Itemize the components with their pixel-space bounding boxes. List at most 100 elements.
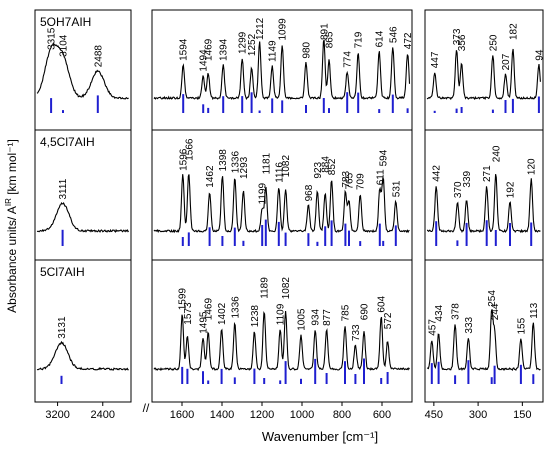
peak-label: 378 <box>451 303 462 320</box>
peak-label: 1109 <box>276 303 287 325</box>
calculated-band <box>186 368 189 384</box>
peak-label: 1181 <box>261 152 272 174</box>
calculated-band <box>430 363 433 384</box>
peak-label: 1599 <box>178 288 189 311</box>
peak-label: 1494 <box>199 49 210 72</box>
peak-label: 611 <box>375 169 386 185</box>
calculated-band <box>456 240 459 246</box>
calculated-band <box>391 94 394 113</box>
calculated-band <box>348 230 350 246</box>
calculated-band <box>233 377 236 384</box>
peak-label: 1082 <box>281 155 292 178</box>
calculated-band <box>241 96 244 113</box>
peak-label: 182 <box>508 23 519 40</box>
calculated-band <box>382 240 385 246</box>
experimental-spectrum <box>36 340 129 371</box>
calculated-band <box>271 98 274 113</box>
peak-label: 1212 <box>255 17 266 40</box>
peak-label: 1199 <box>258 183 269 205</box>
experimental-spectrum <box>153 174 410 234</box>
peak-label: 447 <box>430 51 441 68</box>
peak-label: 3131 <box>57 316 68 339</box>
peak-label: 1394 <box>219 38 230 61</box>
calculated-band <box>485 220 488 246</box>
calculated-band <box>511 98 514 113</box>
peak-label: 1596 <box>178 148 189 171</box>
plot-frame-mid <box>151 9 413 403</box>
x-tick-label: 1200 <box>250 409 274 421</box>
peak-label: 434 <box>434 304 445 321</box>
calculated-band <box>281 100 284 113</box>
peak-label: 1252 <box>247 33 258 56</box>
calculated-band <box>357 92 360 113</box>
peak-label: 1594 <box>179 38 190 61</box>
peak-label: 709 <box>356 173 367 190</box>
calculated-band <box>305 105 307 113</box>
peak-label: 891 <box>319 23 330 40</box>
calculated-band <box>330 220 333 246</box>
calculated-band <box>494 230 497 246</box>
peak-label: 457 <box>427 319 438 336</box>
calculated-band <box>344 361 346 384</box>
panel-title: 4,5Cl7AIH <box>40 135 95 149</box>
peak-label: 3104 <box>59 34 70 57</box>
experimental-spectrum <box>426 309 541 372</box>
peak-label: 339 <box>462 170 473 187</box>
y-axis-label-unit: [km mol⁻¹] <box>5 139 19 198</box>
peak-label: 3111 <box>58 178 69 199</box>
calculated-band <box>324 226 327 246</box>
calculated-band <box>378 223 381 246</box>
peak-label: 877 <box>322 309 333 326</box>
calculated-band <box>222 96 225 113</box>
axis-break-mark: // <box>143 401 150 415</box>
calculated-band <box>300 378 302 384</box>
peak-label: 604 <box>377 295 388 312</box>
peak-label: 934 <box>311 308 322 325</box>
peak-label: 1469 <box>204 298 215 321</box>
calculated-band <box>60 375 63 384</box>
calculated-band <box>530 222 533 246</box>
calculated-band <box>363 358 365 384</box>
peak-label: 572 <box>383 312 394 329</box>
peak-label: 865 <box>325 31 336 48</box>
calculated-band <box>493 365 496 384</box>
peak-label: 356 <box>457 34 468 51</box>
calculated-band <box>359 241 362 246</box>
x-tick-label: 3200 <box>45 409 69 421</box>
calculated-band <box>532 374 535 384</box>
calculated-band <box>491 109 494 113</box>
peak-label: 113 <box>529 302 540 318</box>
calculated-band <box>264 219 267 246</box>
peak-label: 614 <box>375 30 386 47</box>
peak-label: 1336 <box>230 296 241 319</box>
calculated-band <box>314 358 317 384</box>
y-axis-label-sup: IR <box>4 198 13 206</box>
calculated-band <box>378 109 381 113</box>
calculated-band <box>242 240 245 246</box>
peak-label: 1189 <box>260 277 271 299</box>
calculated-band <box>207 107 210 113</box>
peak-label: 1005 <box>297 308 308 331</box>
peak-label: 884 <box>321 156 332 173</box>
calculated-band <box>207 380 210 384</box>
calculated-band <box>454 375 457 384</box>
calculated-band <box>233 227 236 246</box>
peak-label: 774 <box>343 51 354 68</box>
calculated-band <box>202 104 205 113</box>
peak-label: 333 <box>464 316 475 333</box>
peak-label: 968 <box>304 184 315 201</box>
peak-label: 442 <box>432 165 443 182</box>
peak-label: 120 <box>527 158 538 175</box>
experimental-spectrum <box>36 201 130 233</box>
calculated-band <box>437 361 440 384</box>
peak-label: 531 <box>391 180 402 197</box>
calculated-band <box>181 366 184 384</box>
peak-label: 1566 <box>184 138 195 161</box>
plot-frame-low <box>424 9 544 403</box>
peak-label: 250 <box>488 34 499 51</box>
plot-frame-high <box>34 9 132 403</box>
calculated-band <box>504 100 507 113</box>
calculated-band <box>208 227 211 246</box>
x-tick-label: 600 <box>373 409 391 421</box>
